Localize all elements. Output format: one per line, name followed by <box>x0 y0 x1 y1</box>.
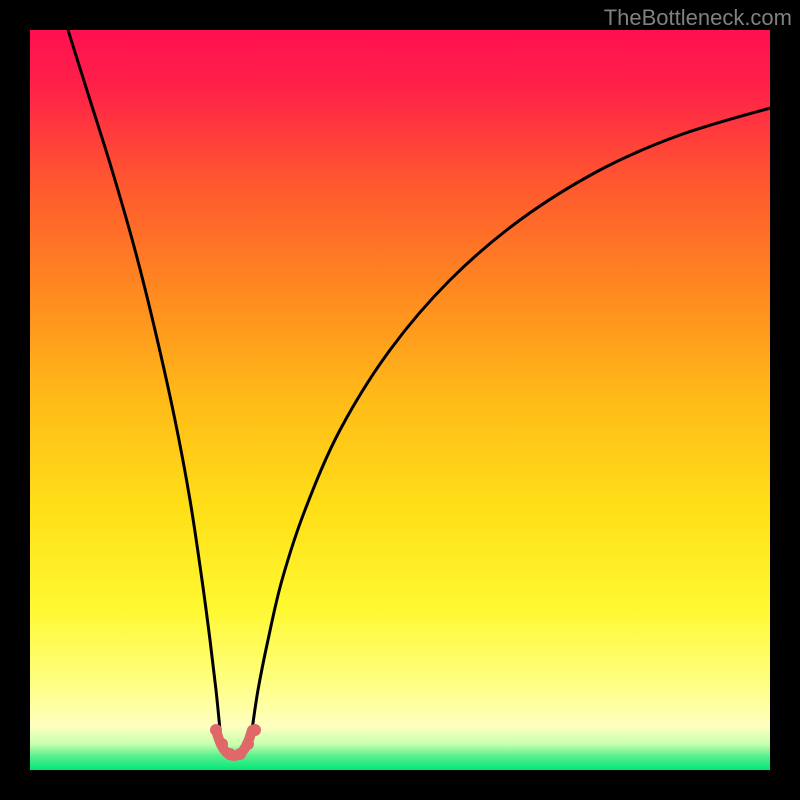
gradient-background <box>30 30 770 770</box>
watermark-text: TheBottleneck.com <box>604 5 792 31</box>
plot-area <box>30 30 770 770</box>
